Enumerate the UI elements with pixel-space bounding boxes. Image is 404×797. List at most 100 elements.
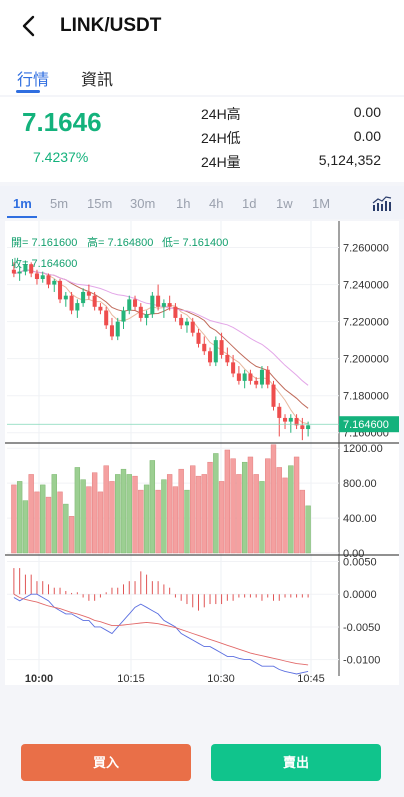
- indicator-chart-icon[interactable]: [372, 196, 392, 212]
- tab-active-indicator: [16, 90, 40, 93]
- kline-chart-canvas: 7.260000 7.240000 7.220000 7.200000 7.180000…: [5, 221, 399, 685]
- candle-body: [86, 291, 91, 296]
- last-price-tag-label: 7.164600: [343, 419, 389, 431]
- candle-body: [63, 295, 68, 300]
- candle-body: [69, 295, 74, 311]
- candle-body: [213, 340, 218, 363]
- stat-value-24h-low: 0.00: [353, 128, 381, 144]
- candle-body: [248, 373, 253, 381]
- header-bar: LINK/USDT 行情 資訊: [0, 0, 404, 95]
- volume-bar: [265, 458, 271, 554]
- volume-bar: [45, 496, 52, 554]
- timeframe-1d[interactable]: 1d: [242, 196, 257, 211]
- candle-body: [219, 340, 224, 355]
- sell-button[interactable]: 賣出: [211, 744, 381, 781]
- price-axis-label: 7.260000: [343, 243, 389, 255]
- candle-body: [190, 321, 195, 333]
- macd-dea-line: [13, 593, 309, 666]
- macd-axis-label: 0.0050: [343, 557, 377, 569]
- candle-body: [52, 280, 57, 285]
- volume-bar: [120, 468, 127, 554]
- timeframe-30m[interactable]: 30m: [130, 196, 156, 211]
- volume-bar: [40, 484, 46, 554]
- volume-bar: [172, 486, 179, 554]
- volume-bar: [86, 486, 92, 554]
- candle-body: [127, 299, 132, 311]
- volume-bar: [276, 467, 282, 554]
- candle-body: [306, 425, 311, 430]
- buy-button[interactable]: 買入: [21, 744, 191, 781]
- candle-body: [225, 354, 230, 363]
- time-axis-label: 10:30: [207, 673, 235, 685]
- volume-bar: [74, 467, 81, 554]
- volume-bar: [270, 444, 277, 554]
- candle-body: [104, 310, 109, 326]
- volume-bar: [63, 503, 69, 554]
- volume-axis-label: 800.00: [343, 478, 377, 490]
- candle-body: [46, 275, 51, 285]
- volume-bar: [115, 474, 121, 554]
- candle-body: [202, 343, 207, 352]
- page-title: LINK/USDT: [60, 15, 162, 36]
- last-price: 7.1646: [22, 107, 102, 137]
- candle-body: [115, 321, 120, 337]
- ohlc-close: 收= 7.164600: [11, 256, 77, 270]
- kline-chart[interactable]: 7.260000 7.240000 7.220000 7.200000 7.180000…: [5, 221, 399, 685]
- macd-axis-label: -0.0050: [343, 622, 380, 634]
- candle-body: [75, 303, 80, 311]
- candle-body: [81, 291, 86, 304]
- volume-bar: [11, 484, 17, 554]
- timeframe-5m[interactable]: 5m: [50, 196, 69, 211]
- volume-bar: [213, 453, 219, 554]
- volume-bar: [149, 460, 156, 554]
- timeframe-1h[interactable]: 1h: [176, 196, 191, 211]
- timeframe-active-indicator: [7, 216, 37, 218]
- volume-bar: [103, 465, 109, 554]
- volume-bar: [97, 491, 104, 554]
- candle-body: [288, 417, 293, 422]
- candle-body: [98, 306, 103, 311]
- volume-bar: [22, 500, 29, 554]
- candle-body: [144, 314, 149, 318]
- volume-bar: [305, 505, 311, 554]
- volume-bar: [138, 489, 144, 554]
- volume-bar: [51, 474, 57, 554]
- candle-body: [40, 275, 45, 280]
- stat-label-24h-high: 24H高: [201, 106, 241, 122]
- volume-bar: [28, 474, 34, 554]
- candle-body: [138, 306, 143, 318]
- price-axis-label: 7.240000: [343, 280, 389, 292]
- timeframe-15m[interactable]: 15m: [87, 196, 113, 211]
- ohlc-open: 開= 7.161600: [11, 236, 77, 249]
- volume-bar: [166, 474, 173, 554]
- timeframe-bar: 1m 5m 15m 30m 1h 4h 1d 1w 1M: [0, 186, 404, 219]
- price-change-percent: 7.4237%: [33, 149, 89, 165]
- candle-body: [294, 417, 299, 426]
- volume-bar: [230, 458, 236, 554]
- volume-bar: [201, 474, 207, 554]
- timeframe-1w[interactable]: 1w: [276, 196, 293, 211]
- volume-bar: [259, 481, 265, 554]
- chevron-left-icon[interactable]: [18, 14, 42, 38]
- moving-average-line: [13, 269, 309, 386]
- price-axis-label: 7.180000: [343, 391, 389, 403]
- timeframe-4h[interactable]: 4h: [209, 196, 224, 211]
- volume-bar: [68, 516, 75, 554]
- timeframe-1M[interactable]: 1M: [312, 196, 331, 211]
- volume-bar: [288, 465, 294, 554]
- volume-axis-label: 400.00: [343, 513, 377, 525]
- volume-bar: [190, 465, 196, 554]
- timeframe-1m[interactable]: 1m: [13, 196, 32, 211]
- volume-bar: [293, 456, 300, 554]
- volume-bar: [299, 489, 306, 554]
- tab-market[interactable]: 行情: [17, 72, 50, 89]
- tab-news[interactable]: 資訊: [81, 72, 114, 89]
- volume-bar: [109, 481, 115, 554]
- macd-dif-line: [13, 593, 309, 675]
- candle-body: [156, 295, 161, 307]
- volume-bar: [132, 475, 138, 554]
- volume-bar: [155, 489, 161, 554]
- candle-body: [277, 406, 282, 418]
- ohlc-high: 高= 7.164800: [87, 235, 153, 249]
- candle-body: [161, 303, 166, 307]
